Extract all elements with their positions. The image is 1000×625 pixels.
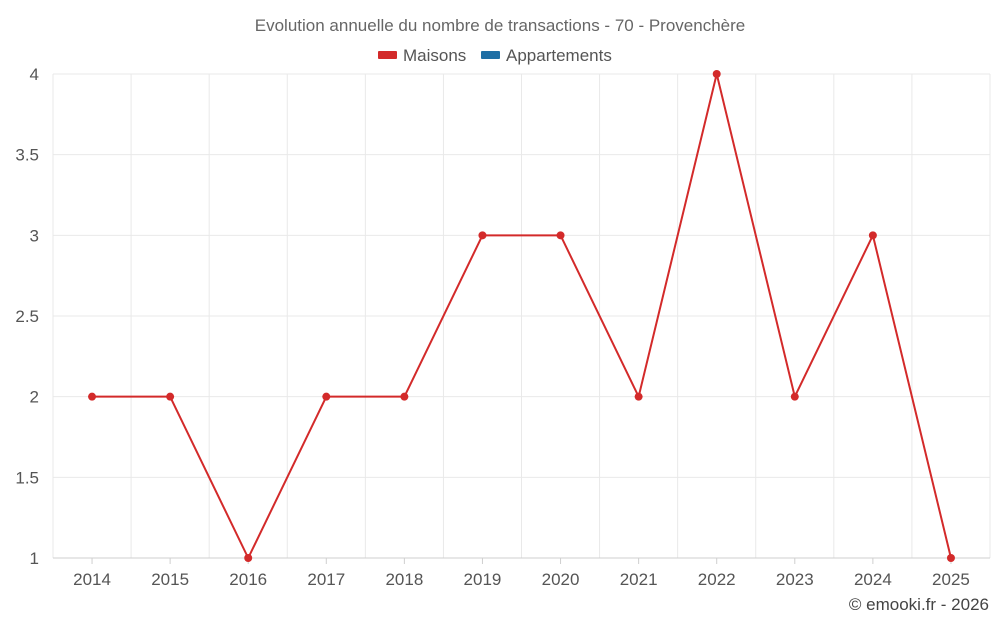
legend-label-maisons: Maisons (403, 46, 466, 65)
data-point[interactable] (244, 554, 253, 562)
data-point[interactable] (712, 70, 721, 78)
series-maisons (88, 70, 955, 562)
y-tick-label: 4 (30, 65, 39, 84)
chart-title: Evolution annuelle du nombre de transact… (255, 16, 745, 35)
data-point[interactable] (556, 231, 565, 240)
y-tick-label: 2.5 (15, 307, 39, 326)
data-point[interactable] (400, 392, 409, 401)
data-point[interactable] (322, 392, 331, 401)
legend-swatch-appartements (481, 51, 500, 59)
y-tick-label: 3.5 (15, 146, 39, 165)
y-tick-label: 3 (30, 226, 39, 245)
data-point[interactable] (634, 392, 643, 401)
credit-text: © emooki.fr - 2026 (849, 595, 989, 614)
data-point[interactable] (868, 231, 877, 240)
series-line (92, 73, 952, 559)
x-tick-label: 2017 (307, 570, 345, 589)
legend-swatch-maisons (378, 51, 397, 59)
data-point[interactable] (88, 392, 97, 401)
x-tick-label: 2022 (698, 570, 736, 589)
data-point[interactable] (478, 231, 487, 240)
x-tick-label: 2019 (464, 570, 502, 589)
x-tick-label: 2023 (776, 570, 814, 589)
x-tick-label: 2018 (385, 570, 423, 589)
data-point[interactable] (166, 392, 175, 401)
chart-legend: Maisons Appartements (378, 46, 612, 65)
axes: 1 1.5 2 2.5 3 3.5 4 2014 2015 2016 2017 2018 2019 202… (15, 65, 990, 589)
x-tick-label: 2024 (854, 570, 892, 589)
legend-item-maisons[interactable]: Maisons (378, 46, 466, 65)
data-point[interactable] (946, 554, 955, 562)
x-tick-label: 2021 (620, 570, 658, 589)
x-tick-label: 2025 (932, 570, 970, 589)
x-tick-label: 2014 (73, 570, 111, 589)
grid (52, 73, 991, 558)
y-tick-label: 1 (30, 549, 39, 568)
y-tick-label: 2 (30, 388, 39, 407)
legend-label-appartements: Appartements (506, 46, 612, 65)
y-tick-label: 1.5 (15, 468, 39, 487)
x-tick-label: 2016 (229, 570, 267, 589)
legend-item-appartements[interactable]: Appartements (481, 46, 612, 65)
data-point[interactable] (790, 392, 799, 401)
x-tick-label: 2015 (151, 570, 189, 589)
series (88, 70, 955, 562)
x-tick-label: 2020 (542, 570, 580, 589)
